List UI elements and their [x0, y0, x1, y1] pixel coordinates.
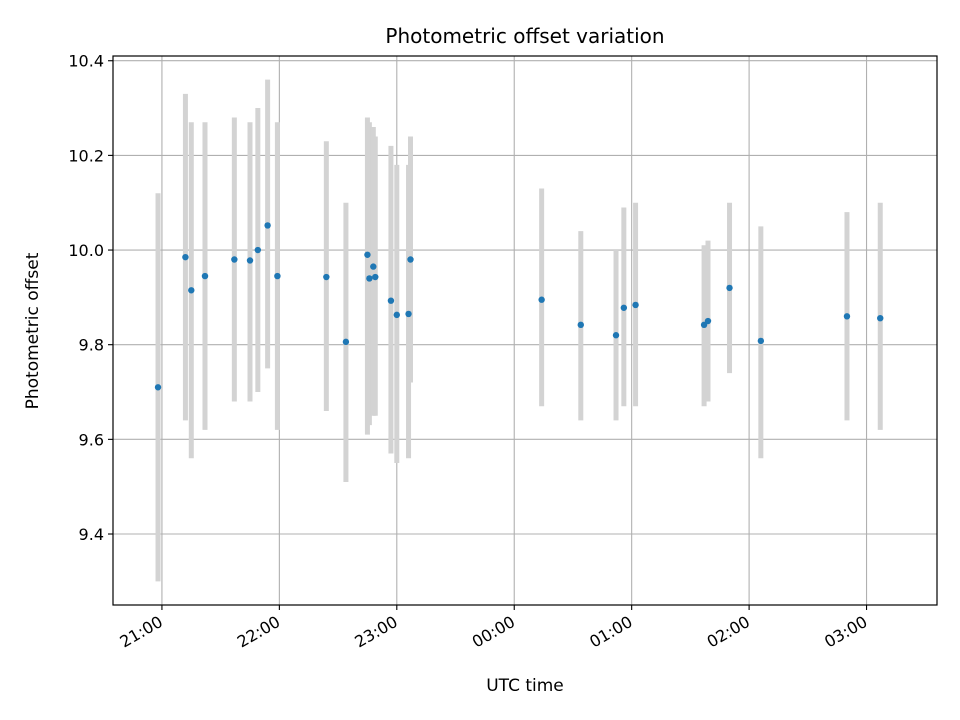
data-point — [231, 256, 238, 263]
data-point — [877, 314, 884, 322]
data-point — [407, 256, 414, 263]
data-point — [757, 337, 765, 345]
data-point — [577, 321, 584, 329]
data-point — [726, 284, 733, 292]
data-point — [405, 310, 412, 318]
data-point — [370, 263, 377, 270]
data-points — [154, 222, 884, 391]
data-point — [182, 253, 189, 261]
y-tick-label: 9.4 — [79, 525, 104, 544]
chart-title: Photometric offset variation — [385, 24, 664, 48]
y-axis-label: Photometric offset — [23, 252, 43, 409]
y-tick-label: 9.8 — [79, 336, 104, 355]
y-tick-label: 9.6 — [79, 430, 104, 449]
data-point — [201, 272, 209, 280]
data-point — [612, 332, 620, 339]
y-axis-ticks: 9.4 9.6 9.8 10.0 10.2 10.4 — [68, 52, 113, 544]
y-tick-label: 10.2 — [68, 146, 104, 165]
y-tick-label: 10.0 — [68, 241, 104, 260]
x-axis-label: UTC time — [486, 676, 564, 696]
data-point — [323, 273, 330, 281]
data-point — [393, 311, 401, 319]
data-point — [387, 297, 395, 304]
data-point — [372, 273, 379, 281]
data-point — [620, 304, 628, 311]
data-point — [246, 257, 254, 264]
data-point — [254, 246, 262, 254]
y-tick-label: 10.4 — [68, 52, 104, 71]
plot-area-frame — [112, 55, 938, 606]
data-point — [366, 275, 373, 282]
data-point — [364, 251, 371, 258]
data-point — [538, 296, 545, 303]
data-point — [264, 222, 271, 229]
data-point — [154, 384, 162, 391]
data-point — [342, 338, 350, 346]
data-point — [704, 317, 712, 325]
data-point — [632, 301, 639, 309]
data-point — [188, 287, 195, 294]
data-point — [843, 313, 851, 320]
data-point — [274, 272, 281, 280]
